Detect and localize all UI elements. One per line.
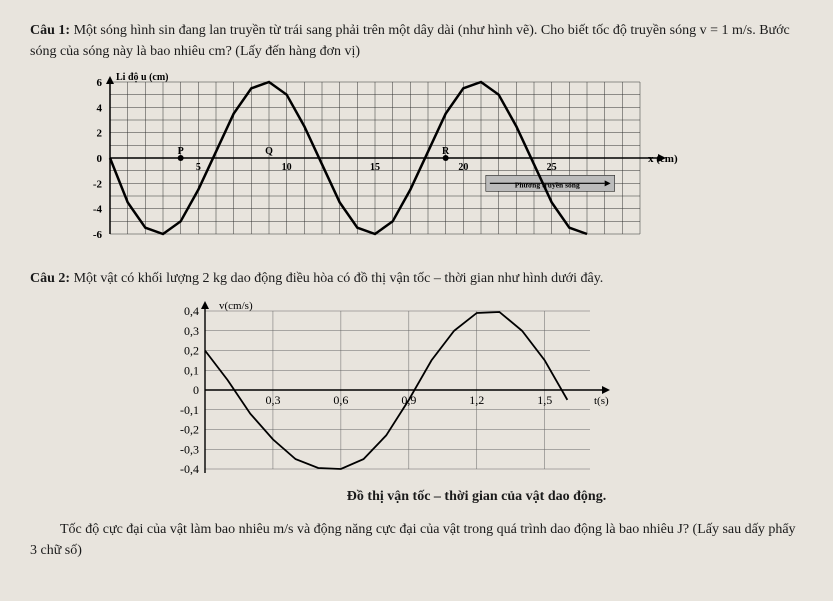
svg-text:5: 5 xyxy=(196,162,201,173)
svg-text:0,2: 0,2 xyxy=(184,344,199,358)
svg-text:-4: -4 xyxy=(93,204,103,216)
svg-text:Phương truyền sóng: Phương truyền sóng xyxy=(515,180,580,189)
svg-text:0,3: 0,3 xyxy=(265,393,280,407)
question-1: Câu 1: Một sóng hình sin đang lan truyền… xyxy=(30,20,803,248)
svg-text:x (cm): x (cm) xyxy=(648,153,678,165)
svg-text:20: 20 xyxy=(458,162,468,173)
q1-text: Câu 1: Một sóng hình sin đang lan truyền… xyxy=(30,20,803,62)
svg-text:-6: -6 xyxy=(93,229,103,241)
svg-text:Li độ u (cm): Li độ u (cm) xyxy=(116,72,169,83)
q2-chart: 0,40,30,20,10-0,1-0,2-0,3-0,40,30,60,91,… xyxy=(150,295,803,505)
svg-text:10: 10 xyxy=(282,162,292,173)
q2-caption: Đồ thị vận tốc – thời gian của vật dao đ… xyxy=(150,489,803,505)
svg-text:0,6: 0,6 xyxy=(333,393,348,407)
svg-text:25: 25 xyxy=(547,162,557,173)
svg-text:t(s): t(s) xyxy=(594,395,609,407)
q1-label: Câu 1: xyxy=(30,23,70,38)
svg-text:-0,4: -0,4 xyxy=(180,462,199,476)
wave-chart: 6420-2-4-6Li độ u (cm)x (cm)P5Q1015R2025… xyxy=(70,68,690,248)
svg-text:v(cm/s): v(cm/s) xyxy=(219,300,253,312)
svg-text:Q: Q xyxy=(265,146,273,157)
svg-text:15: 15 xyxy=(370,162,380,173)
svg-text:2: 2 xyxy=(97,128,103,140)
q2-text: Câu 2: Một vật có khối lượng 2 kg dao độ… xyxy=(30,268,803,289)
svg-text:0,4: 0,4 xyxy=(184,304,199,318)
svg-text:-0,3: -0,3 xyxy=(180,442,199,456)
svg-text:4: 4 xyxy=(97,102,103,114)
q1-body: Một sóng hình sin đang lan truyền từ trá… xyxy=(30,23,790,59)
q2-label: Câu 2: xyxy=(30,271,70,286)
velocity-chart: 0,40,30,20,10-0,1-0,2-0,3-0,40,30,60,91,… xyxy=(150,295,630,485)
q2-text2: Tốc độ cực đại của vật làm bao nhiêu m/s… xyxy=(30,519,803,561)
svg-text:-0,2: -0,2 xyxy=(180,423,199,437)
svg-text:0: 0 xyxy=(97,153,103,165)
svg-text:-2: -2 xyxy=(93,178,103,190)
q2-body: Một vật có khối lượng 2 kg dao động điều… xyxy=(74,271,604,286)
svg-text:6: 6 xyxy=(97,77,103,89)
svg-text:-0,1: -0,1 xyxy=(180,403,199,417)
svg-text:0,1: 0,1 xyxy=(184,363,199,377)
svg-text:1,2: 1,2 xyxy=(469,393,484,407)
q1-chart: 6420-2-4-6Li độ u (cm)x (cm)P5Q1015R2025… xyxy=(70,68,803,248)
svg-text:1,5: 1,5 xyxy=(537,393,552,407)
svg-text:0,3: 0,3 xyxy=(184,324,199,338)
question-2: Câu 2: Một vật có khối lượng 2 kg dao độ… xyxy=(30,268,803,561)
svg-text:0: 0 xyxy=(193,383,199,397)
